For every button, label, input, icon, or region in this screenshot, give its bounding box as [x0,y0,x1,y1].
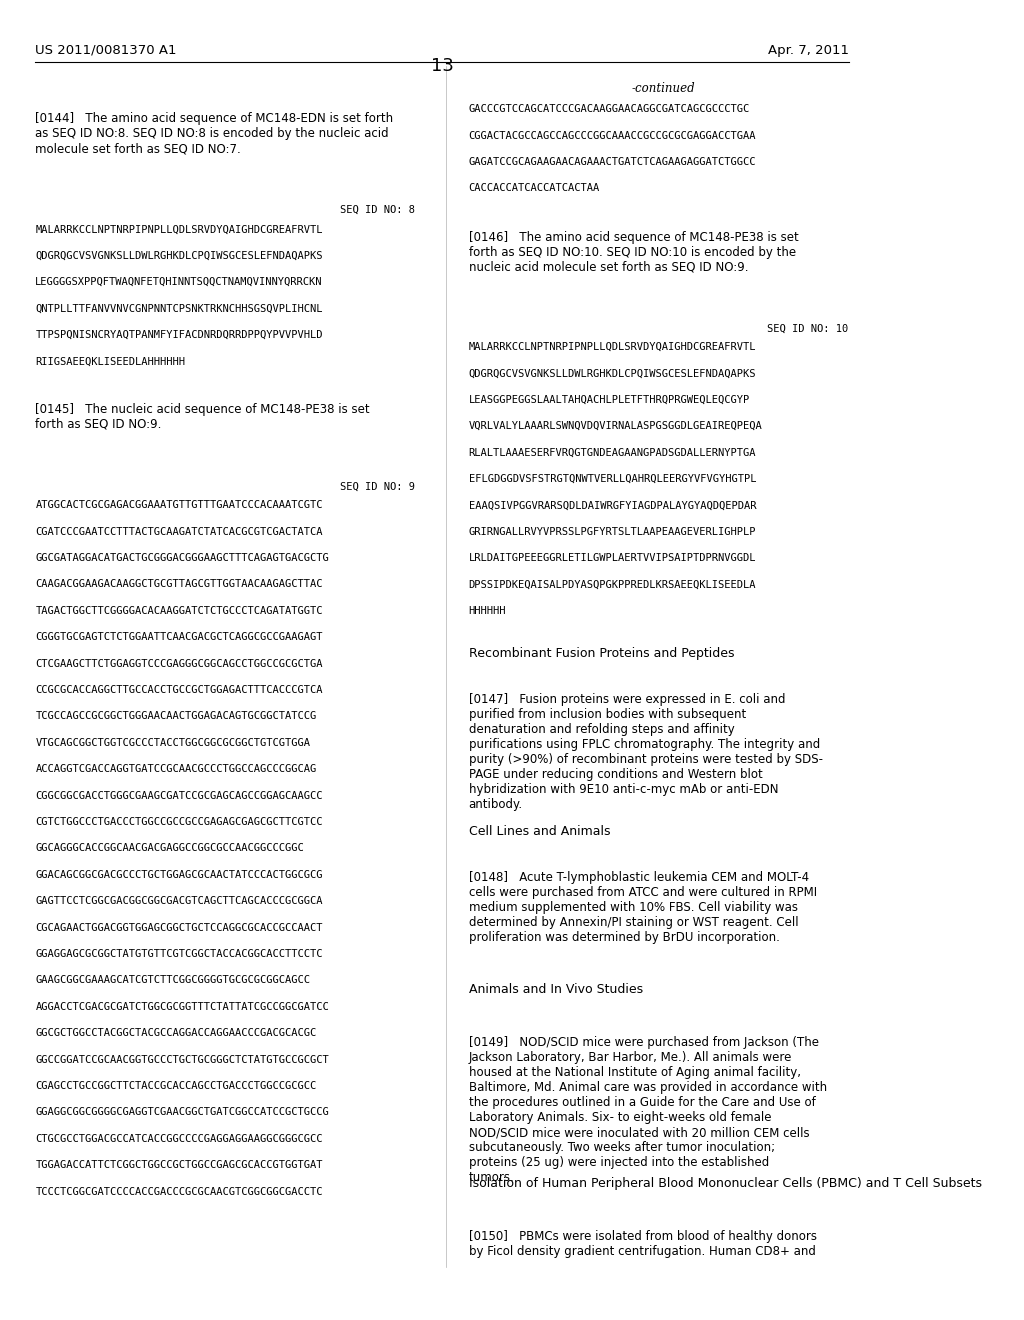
Text: Isolation of Human Peripheral Blood Mononuclear Cells (PBMC) and T Cell Subsets: Isolation of Human Peripheral Blood Mono… [469,1177,982,1191]
Text: -continued: -continued [631,82,695,95]
Text: MALARRKCCLNPTNRPIPNPLLQDLSRVDYQAIGHDCGREAFRVTL: MALARRKCCLNPTNRPIPNPLLQDLSRVDYQAIGHDCGRE… [36,224,323,235]
Text: GGCCGGATCCGCAACGGTGCCCTGCTGCGGGCTCTATGTGCCGCGCT: GGCCGGATCCGCAACGGTGCCCTGCTGCGGGCTCTATGTG… [36,1055,329,1065]
Text: US 2011/0081370 A1: US 2011/0081370 A1 [36,44,177,57]
Text: Cell Lines and Animals: Cell Lines and Animals [469,825,610,838]
Text: [0147]   Fusion proteins were expressed in E. coli and
purified from inclusion b: [0147] Fusion proteins were expressed in… [469,693,822,810]
Text: GGACAGCGGCGACGCCCTGCTGGAGCGCAACTATCCCACTGGCGCG: GGACAGCGGCGACGCCCTGCTGGAGCGCAACTATCCCACT… [36,870,323,880]
Text: TGGAGACCATTCTCGGCTGGCCGCTGGCCGAGCGCACCGTGGTGAT: TGGAGACCATTCTCGGCTGGCCGCTGGCCGAGCGCACCGT… [36,1160,323,1171]
Text: [0146]   The amino acid sequence of MC148-PE38 is set
forth as SEQ ID NO:10. SEQ: [0146] The amino acid sequence of MC148-… [469,231,799,275]
Text: GAGTTCCTCGGCGACGGCGGCGACGTCAGCTTCAGCACCCGCGGCA: GAGTTCCTCGGCGACGGCGGCGACGTCAGCTTCAGCACCC… [36,896,323,907]
Text: QDGRQGCVSVGNKSLLDWLRGHKDLCPQIWSGCESLEFNDAQAPKS: QDGRQGCVSVGNKSLLDWLRGHKDLCPQIWSGCESLEFND… [469,368,756,379]
Text: CGCAGAACTGGACGGTGGAGCGGCTGCTCCAGGCGCACCGCCAACT: CGCAGAACTGGACGGTGGAGCGGCTGCTCCAGGCGCACCG… [36,923,323,933]
Text: CGGCGGCGACCTGGGCGAAGCGATCCGCGAGCAGCCGGAGCAAGCC: CGGCGGCGACCTGGGCGAAGCGATCCGCGAGCAGCCGGAG… [36,791,323,801]
Text: LEGGGGSXPPQFTWAQNFETQHINNTSQQCTNAMQVINNYQRRCKN: LEGGGGSXPPQFTWAQNFETQHINNTSQQCTNAMQVINNY… [36,277,323,288]
Text: Animals and In Vivo Studies: Animals and In Vivo Studies [469,983,643,997]
Text: HHHHHH: HHHHHH [469,606,506,616]
Text: ACCAGGTCGACCAGGTGATCCGCAACGCCCTGGCCAGCCCGGCAG: ACCAGGTCGACCAGGTGATCCGCAACGCCCTGGCCAGCCC… [36,764,316,775]
Text: [0150]   PBMCs were isolated from blood of healthy donors
by Ficol density gradi: [0150] PBMCs were isolated from blood of… [469,1230,816,1258]
Text: CGGGTGCGAGTCTCTGGAATTCAACGACGCTCAGGCGCCGAAGAGT: CGGGTGCGAGTCTCTGGAATTCAACGACGCTCAGGCGCCG… [36,632,323,643]
Text: [0145]   The nucleic acid sequence of MC148-PE38 is set
forth as SEQ ID NO:9.: [0145] The nucleic acid sequence of MC14… [36,403,370,430]
Text: CCGCGCACCAGGCTTGCCACCTGCCGCTGGAGACTTTCACCCGTCA: CCGCGCACCAGGCTTGCCACCTGCCGCTGGAGACTTTCAC… [36,685,323,696]
Text: LEASGGPEGGSLAALTAHQACHLPLETFTHRQPRGWEQLEQCGYP: LEASGGPEGGSLAALTAHQACHLPLETFTHRQPRGWEQLE… [469,395,750,405]
Text: CTCGAAGCTTCTGGAGGTCCCGAGGGCGGCAGCCTGGCCGCGCTGA: CTCGAAGCTTCTGGAGGTCCCGAGGGCGGCAGCCTGGCCG… [36,659,323,669]
Text: EAAQSIVPGGVRARSQDLDAIWRGFYIAGDPALAYGYAQDQEPDAR: EAAQSIVPGGVRARSQDLDAIWRGFYIAGDPALAYGYAQD… [469,500,756,511]
Text: CGAGCCTGCCGGCTTCTACCGCACCAGCCTGACCCTGGCCGCGCC: CGAGCCTGCCGGCTTCTACCGCACCAGCCTGACCCTGGCC… [36,1081,316,1092]
Text: CGTCTGGCCCTGACCCTGGCCGCCGCCGAGAGCGAGCGCTTCGTCC: CGTCTGGCCCTGACCCTGGCCGCCGCCGAGAGCGAGCGCT… [36,817,323,828]
Text: VTGCAGCGGCTGGTCGCCCTACCTGGCGGCGCGGCTGTCGTGGA: VTGCAGCGGCTGGTCGCCCTACCTGGCGGCGCGGCTGTCG… [36,738,310,748]
Text: CGATCCCGAATCCTTTACTGCAAGATCTATCACGCGTCGACTATCA: CGATCCCGAATCCTTTACTGCAAGATCTATCACGCGTCGA… [36,527,323,537]
Text: AGGACCTCGACGCGATCTGGCGCGGTTTCTATTATCGCCGGCGATCC: AGGACCTCGACGCGATCTGGCGCGGTTTCTATTATCGCCG… [36,1002,329,1012]
Text: GGCAGGGCACCGGCAACGACGAGGCCGGCGCCAACGGCCCGGC: GGCAGGGCACCGGCAACGACGAGGCCGGCGCCAACGGCCC… [36,843,304,854]
Text: MALARRKCCLNPTNRPIPNPLLQDLSRVDYQAIGHDCGREAFRVTL: MALARRKCCLNPTNRPIPNPLLQDLSRVDYQAIGHDCGRE… [469,342,756,352]
Text: Apr. 7, 2011: Apr. 7, 2011 [768,44,849,57]
Text: GGAGGAGCGCGGCTATGTGTTCGTCGGCTACCACGGCACCTTCCTC: GGAGGAGCGCGGCTATGTGTTCGTCGGCTACCACGGCACC… [36,949,323,960]
Text: GGCGCTGGCCTACGGCTACGCCAGGACCAGGAACCCGACGCACGC: GGCGCTGGCCTACGGCTACGCCAGGACCAGGAACCCGACG… [36,1028,316,1039]
Text: Recombinant Fusion Proteins and Peptides: Recombinant Fusion Proteins and Peptides [469,647,734,660]
Text: 13: 13 [430,57,454,75]
Text: EFLGDGGDVSFSTRGTQNWTVERLLQAHRQLEERGYVFVGYHGTPL: EFLGDGGDVSFSTRGTQNWTVERLLQAHRQLEERGYVFVG… [469,474,756,484]
Text: SEQ ID NO: 10: SEQ ID NO: 10 [767,323,849,334]
Text: CTGCGCCTGGACGCCATCACCGGCCCCGAGGAGGAAGGCGGGCGCC: CTGCGCCTGGACGCCATCACCGGCCCCGAGGAGGAAGGCG… [36,1134,323,1144]
Text: CACCACCATCACCATCACTAA: CACCACCATCACCATCACTAA [469,183,600,194]
Text: SEQ ID NO: 9: SEQ ID NO: 9 [340,482,416,492]
Text: GRIRNGALLRVYVPRSSLPGFYRTSLTLAAPEAAGEVERLIGHPLP: GRIRNGALLRVYVPRSSLPGFYRTSLTLAAPEAAGEVERL… [469,527,756,537]
Text: CAAGACGGAAGACAAGGCTGCGTTAGCGTTGGTAACAAGAGCTTAC: CAAGACGGAAGACAAGGCTGCGTTAGCGTTGGTAACAAGA… [36,579,323,590]
Text: GAGATCCGCAGAAGAACAGAAACTGATCTCAGAAGAGGATCTGGCC: GAGATCCGCAGAAGAACAGAAACTGATCTCAGAAGAGGAT… [469,157,756,168]
Text: TCGCCAGCCGCGGCTGGGAACAACTGGAGACAGTGCGGCTATCCG: TCGCCAGCCGCGGCTGGGAACAACTGGAGACAGTGCGGCT… [36,711,316,722]
Text: [0148]   Acute T-lymphoblastic leukemia CEM and MOLT-4
cells were purchased from: [0148] Acute T-lymphoblastic leukemia CE… [469,871,817,944]
Text: RLALTLAAAESERFVRQGTGNDEAGAANGPADSGDALLERNYPTGA: RLALTLAAAESERFVRQGTGNDEAGAANGPADSGDALLER… [469,447,756,458]
Text: GGCGATAGGACATGACTGCGGGACGGGAAGCTTTCAGAGTGACGCTG: GGCGATAGGACATGACTGCGGGACGGGAAGCTTTCAGAGT… [36,553,329,564]
Text: [0149]   NOD/SCID mice were purchased from Jackson (The
Jackson Laboratory, Bar : [0149] NOD/SCID mice were purchased from… [469,1036,826,1184]
Text: TCCCTCGGCGATCCCCACCGACCCGCGCAACGTCGGCGGCGACCTC: TCCCTCGGCGATCCCCACCGACCCGCGCAACGTCGGCGGC… [36,1187,323,1197]
Text: GACCCGTCCAGCATCCCGACAAGGAACAGGCGATCAGCGCCCTGC: GACCCGTCCAGCATCCCGACAAGGAACAGGCGATCAGCGC… [469,104,750,115]
Text: LRLDAITGPEEEGGRLETILGWPLAERTVVIPSAIPTDPRNVGGDL: LRLDAITGPEEEGGRLETILGWPLAERTVVIPSAIPTDPR… [469,553,756,564]
Text: VQRLVALYLAAARLSWNQVDQVIRNALASPGSGGDLGEAIREQPEQA: VQRLVALYLAAARLSWNQVDQVIRNALASPGSGGDLGEAI… [469,421,762,432]
Text: TTPSPQNISNCRYAQTPANMFYIFACDNRDQRRDPPQYPVVPVHLD: TTPSPQNISNCRYAQTPANMFYIFACDNRDQRRDPPQYPV… [36,330,323,341]
Text: DPSSIPDKEQAISALPDYASQPGKPPREDLKRSAEEQKLISEEDLA: DPSSIPDKEQAISALPDYASQPGKPPREDLKRSAEEQKLI… [469,579,756,590]
Text: ATGGCACTCGCGAGACGGAAATGTTGTTTGAATCCCACAAATCGTC: ATGGCACTCGCGAGACGGAAATGTTGTTTGAATCCCACAA… [36,500,323,511]
Text: GGAGGCGGCGGGGCGAGGTCGAACGGCTGATCGGCCATCCGCTGCCG: GGAGGCGGCGGGGCGAGGTCGAACGGCTGATCGGCCATCC… [36,1107,329,1118]
Text: QNTPLLTTFANVVNVCGNPNNTCPSNKTRKNCHHSGSQVPLIHCNL: QNTPLLTTFANVVNVCGNPNNTCPSNKTRKNCHHSGSQVP… [36,304,323,314]
Text: GAAGCGGCGAAAGCATCGTCTTCGGCGGGGTGCGCGCGGCAGCC: GAAGCGGCGAAAGCATCGTCTTCGGCGGGGTGCGCGCGGC… [36,975,310,986]
Text: QDGRQGCVSVGNKSLLDWLRGHKDLCPQIWSGCESLEFNDAQAPKS: QDGRQGCVSVGNKSLLDWLRGHKDLCPQIWSGCESLEFND… [36,251,323,261]
Text: RIIGSAEEQKLISEEDLAHHHHHH: RIIGSAEEQKLISEEDLAHHHHHH [36,356,185,367]
Text: CGGACTACGCCAGCCAGCCCGGCAAACCGCCGCGCGAGGACCTGAA: CGGACTACGCCAGCCAGCCCGGCAAACCGCCGCGCGAGGA… [469,131,756,141]
Text: TAGACTGGCTTCGGGGACACAAGGATCTCTGCCCTCAGATATGGTC: TAGACTGGCTTCGGGGACACAAGGATCTCTGCCCTCAGAT… [36,606,323,616]
Text: [0144]   The amino acid sequence of MC148-EDN is set forth
as SEQ ID NO:8. SEQ I: [0144] The amino acid sequence of MC148-… [36,112,393,156]
Text: SEQ ID NO: 8: SEQ ID NO: 8 [340,205,416,215]
